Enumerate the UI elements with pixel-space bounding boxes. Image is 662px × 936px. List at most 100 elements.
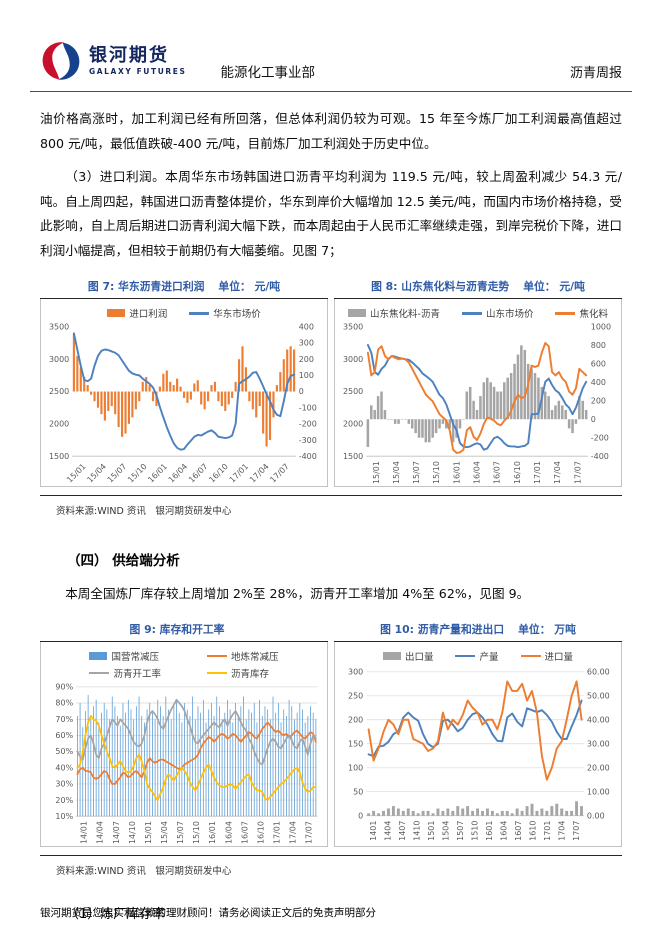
paragraph-supply: 本周全国炼厂库存较上周增加 2%至 28%，沥青开工率增加 4%至 62%，见图… xyxy=(65,585,530,601)
legend-item: 沥青库存 xyxy=(207,666,279,680)
legend-item: 产量 xyxy=(455,649,499,663)
svg-text:3500: 3500 xyxy=(343,323,363,332)
fig7-svg: 1500 2000 2500 3000 3500 -400 -300 -200 -100 0 100… xyxy=(49,323,317,485)
fig9-svg: 10% 20% 30% 40% 50% 60% 70% 80% 90% 14/01 14/04 14/… xyxy=(55,683,318,844)
svg-text:60.00: 60.00 xyxy=(587,668,610,677)
svg-text:70%: 70% xyxy=(55,715,73,724)
legend-bar-swatch-icon xyxy=(348,309,367,318)
svg-text:50%: 50% xyxy=(55,747,73,756)
svg-text:14/07: 14/07 xyxy=(112,821,121,844)
svg-text:1500: 1500 xyxy=(343,452,363,461)
legend-label: 焦化料 xyxy=(579,309,608,321)
svg-text:1610: 1610 xyxy=(529,821,538,841)
svg-text:150: 150 xyxy=(348,740,363,749)
legend-item: 焦化料 xyxy=(555,306,608,320)
paragraph-processing-profit: 油价格高涨时，加工利润已经有所回落，但总体利润仍较为可观。15 年至今炼厂加工利… xyxy=(40,111,622,151)
page-footer-disclaimer: 银河期货是您忠实和信赖的理财顾问！请务必阅读正文后的免责声明部分 xyxy=(40,907,376,919)
report-title: 沥青周报 xyxy=(569,66,622,81)
svg-text:30%: 30% xyxy=(55,780,73,789)
svg-text:1601: 1601 xyxy=(485,821,494,841)
svg-text:17/04: 17/04 xyxy=(289,821,298,844)
svg-text:17/01: 17/01 xyxy=(533,461,542,484)
svg-text:200: 200 xyxy=(348,716,363,725)
svg-text:80%: 80% xyxy=(55,699,73,708)
legend-item: 进口利润 xyxy=(107,306,167,320)
page-header: 银河期货 GALAXY FUTURES 能源化工事业部 沥青周报 xyxy=(30,0,632,92)
sub-heading-refinery-inventory: （1）炼厂库存率 xyxy=(66,906,166,922)
svg-text:1510: 1510 xyxy=(471,821,480,841)
figure8-unit: 单位： 元/吨 xyxy=(523,280,585,294)
figure-row-7-8: 进口利润 华东市场价 1500 2000 2500 3000 3500 -400 -300 -20… xyxy=(40,299,622,487)
legend-item: 山东市场价 xyxy=(461,306,534,321)
fig8-svg: 1500 2000 2500 3000 3500 -400 -200 0 200 400 600 80… xyxy=(343,323,611,484)
svg-text:16/01: 16/01 xyxy=(146,462,169,485)
figure7-chart: 进口利润 华东市场价 1500 2000 2500 3000 3500 -400 -300 -20… xyxy=(40,299,328,487)
logo-swirl-icon xyxy=(42,42,80,80)
figure9-title: 图 9: 库存和开工率 xyxy=(40,621,328,643)
svg-text:16/07: 16/07 xyxy=(493,461,502,484)
fig9-legend: 国营常减压 地炼常减压 沥青开工率 沥青库存 xyxy=(43,644,325,682)
svg-text:16/07: 16/07 xyxy=(240,821,249,844)
svg-text:-300: -300 xyxy=(299,436,317,445)
svg-text:17/07: 17/07 xyxy=(573,461,582,484)
svg-text:30.00: 30.00 xyxy=(587,740,610,749)
svg-text:15/01: 15/01 xyxy=(144,821,153,844)
svg-text:20%: 20% xyxy=(55,796,73,805)
svg-text:1000: 1000 xyxy=(591,323,611,332)
svg-text:3000: 3000 xyxy=(343,355,363,364)
legend-label: 山东市场价 xyxy=(485,309,534,321)
logo-english-name: GALAXY FUTURES xyxy=(89,66,187,76)
svg-text:15/04: 15/04 xyxy=(392,461,401,484)
svg-text:16/04: 16/04 xyxy=(473,461,482,484)
svg-text:300: 300 xyxy=(299,339,314,348)
svg-text:16/10: 16/10 xyxy=(513,461,522,484)
paragraph-import-profit: （3）进口利润。本周华东市场韩国进口沥青平均利润为 119.5 元/吨，较上周盈… xyxy=(40,169,622,258)
figure10-unit: 单位： 万吨 xyxy=(518,623,576,637)
svg-text:1704: 1704 xyxy=(558,821,567,841)
svg-text:16/01: 16/01 xyxy=(208,821,217,844)
legend-label: 国营常减压 xyxy=(111,652,159,664)
svg-text:50: 50 xyxy=(353,788,363,797)
figure8-chart: 山东焦化料-沥青 山东市场价 焦化料 1500 2000 2500 3000 3500 -400… xyxy=(334,299,622,487)
figure-titles-row: 图 7: 华东沥青进口利润 单位： 元/吨 图 8: 山东焦化料与沥青走势 单位： … xyxy=(40,278,622,300)
svg-text:15/04: 15/04 xyxy=(160,821,169,844)
figure-block-bottom-rule-2 xyxy=(40,854,622,856)
legend-line-swatch-icon xyxy=(207,671,227,675)
svg-text:15/07: 15/07 xyxy=(176,821,185,844)
svg-text:16/10: 16/10 xyxy=(256,821,265,844)
svg-text:100: 100 xyxy=(299,371,314,380)
svg-text:15/01: 15/01 xyxy=(65,462,88,485)
svg-text:-400: -400 xyxy=(299,452,317,461)
svg-text:1707: 1707 xyxy=(572,821,581,841)
svg-text:400: 400 xyxy=(299,323,314,332)
svg-text:15/10: 15/10 xyxy=(432,461,441,484)
figure9-chart: 国营常减压 地炼常减压 沥青开工率 沥青库存 10% 20% 30% 40% 50% 60% 70%… xyxy=(40,642,328,847)
svg-text:1501: 1501 xyxy=(427,821,436,841)
legend-line-swatch-icon xyxy=(89,671,110,675)
figure-block-bottom-rule xyxy=(40,494,622,496)
svg-text:15/04: 15/04 xyxy=(85,462,108,485)
figure7-title: 图 7: 华东沥青进口利润 单位： 元/吨 xyxy=(40,278,328,300)
legend-label: 进口利润 xyxy=(129,309,168,321)
section-heading-supply: （四） 供给端分析 xyxy=(67,552,180,569)
figure10-label: 图 10: 沥青产量和进出口 xyxy=(380,623,505,637)
svg-text:60%: 60% xyxy=(55,731,73,740)
svg-text:-100: -100 xyxy=(299,404,317,413)
galaxy-futures-logo: 银河期货 GALAXY FUTURES xyxy=(40,40,187,82)
svg-text:1604: 1604 xyxy=(500,821,509,841)
svg-text:1500: 1500 xyxy=(49,452,69,461)
svg-text:14/10: 14/10 xyxy=(128,821,137,844)
page-content: 油价格高涨时，加工利润已经有所回落，但总体利润仍较为可观。15 年至今炼厂加工利… xyxy=(0,107,662,922)
figure10-chart: 出口量 产量 进口量 0 50 100 150 200 250 300 0.00 10.00 20.00… xyxy=(334,642,622,847)
legend-label: 山东焦化料-沥青 xyxy=(370,309,440,321)
legend-label: 出口量 xyxy=(404,652,434,664)
svg-text:17/07: 17/07 xyxy=(305,821,314,844)
svg-text:16/01: 16/01 xyxy=(452,461,461,484)
svg-text:17/04: 17/04 xyxy=(553,461,562,484)
svg-text:0.00: 0.00 xyxy=(587,812,605,821)
svg-text:10%: 10% xyxy=(55,812,73,821)
svg-text:2000: 2000 xyxy=(343,420,363,429)
svg-text:1407: 1407 xyxy=(398,821,407,841)
fig7-legend: 进口利润 华东市场价 xyxy=(43,301,325,322)
